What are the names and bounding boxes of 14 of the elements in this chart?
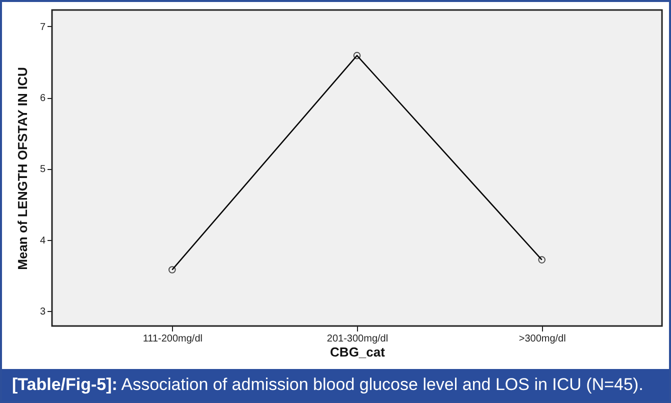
y-axis-title: Mean of LENGTH OFSTAY IN ICU (14, 67, 30, 270)
x-tick-label: 111-200mg/dl (142, 334, 202, 344)
x-tick-label: 201-300mg/dl (326, 334, 388, 344)
y-tick-label: 7 (40, 22, 46, 33)
y-tick-label: 6 (40, 93, 46, 104)
text: [Table/Fig-5]: Association of admission blood glucose level and LOS in ICU (N=45). (2, 369, 669, 401)
point (353, 52, 361, 60)
x-tick-label: >300mg/dl (518, 334, 566, 344)
x-axis-title: CBG_cat (330, 344, 386, 360)
y-tick-label: 5 (40, 164, 46, 176)
point (538, 256, 546, 264)
y-tick-label: 3 (40, 306, 46, 318)
y-tick-label: 4 (40, 235, 46, 246)
point (168, 266, 176, 274)
